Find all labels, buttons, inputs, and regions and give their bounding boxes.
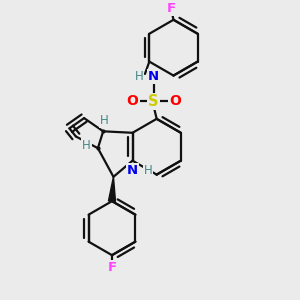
Text: N: N — [127, 164, 138, 177]
Text: H: H — [143, 164, 152, 177]
Text: O: O — [127, 94, 139, 108]
Text: H: H — [100, 114, 109, 127]
Text: S: S — [148, 94, 159, 109]
Text: O: O — [169, 94, 181, 108]
Text: H: H — [135, 70, 143, 83]
Text: F: F — [107, 261, 116, 274]
Text: H: H — [82, 139, 91, 152]
Text: N: N — [148, 70, 159, 83]
Text: F: F — [167, 2, 176, 15]
Polygon shape — [109, 177, 116, 201]
